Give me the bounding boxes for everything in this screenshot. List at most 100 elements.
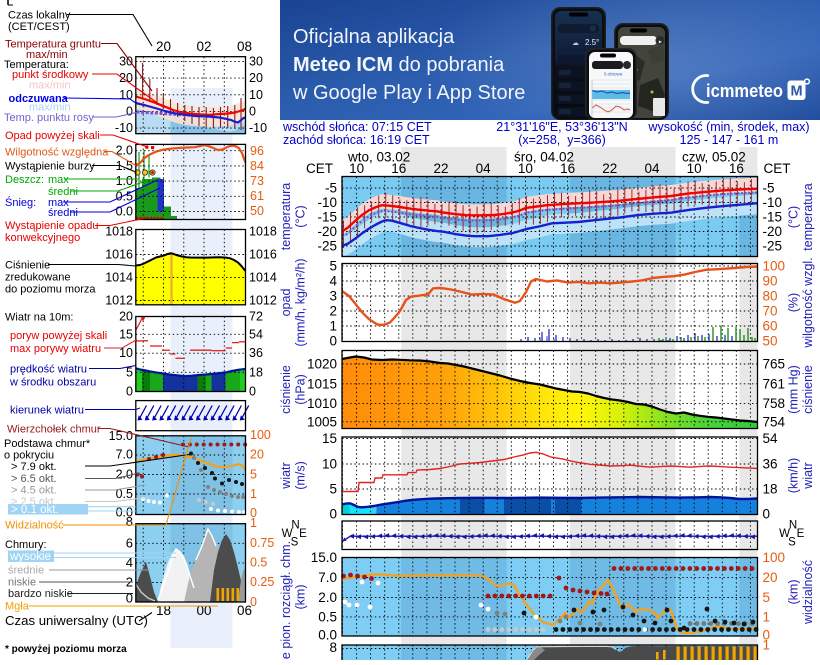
svg-text:0: 0: [126, 590, 133, 605]
svg-text:0.0: 0.0: [116, 205, 133, 219]
svg-text:0.75: 0.75: [250, 536, 274, 550]
svg-text:18: 18: [156, 603, 171, 618]
svg-text:średni: średni: [48, 186, 78, 198]
svg-text:Meteo ICM do pobrania: Meteo ICM do pobrania: [293, 54, 505, 76]
svg-text:5: 5: [329, 482, 337, 497]
svg-text:max/min: max/min: [29, 80, 71, 92]
svg-text:bardzo niskie: bardzo niskie: [8, 588, 73, 600]
svg-text:1018: 1018: [249, 225, 277, 239]
svg-text:10: 10: [249, 88, 263, 102]
svg-text:10: 10: [322, 457, 337, 472]
svg-text:Temperatura gruntu: Temperatura gruntu: [5, 39, 101, 51]
svg-text:100: 100: [763, 259, 786, 274]
svg-text:prędkość wiatru: prędkość wiatru: [10, 364, 87, 376]
svg-text:1: 1: [763, 609, 771, 624]
svg-text:15: 15: [119, 327, 133, 341]
svg-text:zachód słońca: 16:19 CET: zachód słońca: 16:19 CET: [283, 133, 430, 147]
svg-text:w Google Play i App Store: w Google Play i App Store: [292, 82, 525, 104]
svg-text:8: 8: [126, 514, 133, 529]
svg-text:E: E: [299, 528, 307, 540]
svg-text:60: 60: [763, 319, 778, 334]
svg-text:Temp. punktu rosy: Temp. punktu rosy: [4, 112, 94, 124]
svg-text:36: 36: [763, 457, 778, 472]
svg-text:max/min: max/min: [29, 102, 71, 114]
svg-text:☁: ☁: [572, 40, 579, 47]
svg-text:0: 0: [126, 385, 133, 399]
svg-text:➤: ➤: [658, 40, 662, 46]
svg-text:Wilgotność względna: Wilgotność względna: [5, 147, 109, 159]
svg-text:16: 16: [729, 161, 744, 176]
svg-text:CET: CET: [764, 161, 791, 176]
svg-text:e pion. rozciągł. chm.: e pion. rozciągł. chm.: [279, 541, 293, 659]
svg-text:06: 06: [237, 603, 252, 618]
svg-text:100: 100: [763, 550, 786, 565]
svg-text:0: 0: [763, 628, 771, 643]
svg-text:0.0: 0.0: [318, 628, 337, 643]
svg-text:30: 30: [119, 54, 133, 68]
svg-text:70: 70: [763, 304, 778, 319]
svg-text:0.5: 0.5: [116, 487, 133, 501]
svg-text:96: 96: [250, 144, 264, 158]
svg-text:22: 22: [602, 161, 617, 176]
svg-text:max porywy wiatru: max porywy wiatru: [10, 343, 101, 355]
svg-text:wiatr: wiatr: [279, 462, 293, 489]
svg-text:10: 10: [349, 161, 364, 176]
svg-text:02: 02: [196, 39, 211, 54]
svg-text:S: S: [291, 537, 299, 549]
svg-text:1: 1: [250, 487, 257, 501]
svg-text:Temperatura:: Temperatura:: [4, 59, 69, 71]
svg-text:-5: -5: [763, 181, 775, 196]
svg-text:50: 50: [250, 204, 264, 218]
svg-text:765: 765: [763, 357, 786, 372]
svg-text:średnie: średnie: [8, 565, 44, 577]
svg-text:61: 61: [250, 189, 264, 203]
svg-text:0: 0: [249, 385, 256, 399]
svg-text:1012: 1012: [249, 294, 277, 308]
svg-text:0.0: 0.0: [116, 506, 133, 520]
svg-text:Widzialność: Widzialność: [5, 520, 64, 532]
svg-text:czw, 05.02: czw, 05.02: [682, 150, 746, 165]
svg-text:do poziomu morza: do poziomu morza: [5, 284, 96, 296]
svg-text:(km/h): (km/h): [787, 458, 801, 493]
svg-text:-15: -15: [317, 210, 337, 225]
svg-text:125 - 147 - 161 m: 125 - 147 - 161 m: [680, 133, 779, 147]
svg-text:18: 18: [763, 482, 778, 497]
svg-text:W: W: [779, 528, 790, 540]
svg-text:Podstawa chmur*: Podstawa chmur*: [4, 438, 91, 450]
svg-text:N: N: [789, 520, 797, 532]
svg-text:* powyżej poziomu morza: * powyżej poziomu morza: [5, 644, 127, 655]
svg-text:max: max: [48, 197, 69, 209]
svg-text:-25: -25: [763, 239, 783, 254]
svg-text:(km): (km): [787, 580, 801, 605]
svg-text:1: 1: [329, 319, 337, 334]
svg-text:Wiatr na 10m:: Wiatr na 10m:: [5, 312, 73, 324]
svg-text:4: 4: [126, 555, 133, 570]
svg-text:max/min: max/min: [26, 49, 68, 61]
svg-text:36: 36: [249, 346, 263, 360]
svg-text:20: 20: [250, 448, 264, 462]
svg-text:Czas uniwersalny (UTC): Czas uniwersalny (UTC): [5, 613, 148, 628]
svg-text:54: 54: [249, 327, 263, 341]
svg-text:S: S: [788, 537, 796, 549]
svg-text:w środku obszaru: w środku obszaru: [9, 377, 96, 389]
svg-text:widzialność: widzialność: [801, 560, 815, 625]
svg-text:2: 2: [329, 304, 337, 319]
svg-text:M: M: [790, 84, 802, 100]
svg-text:o pokryciu: o pokryciu: [4, 450, 54, 462]
svg-text:21°31'16"E, 53°36'13"N: 21°31'16"E, 53°36'13"N: [496, 120, 627, 134]
svg-text:1.0: 1.0: [116, 174, 133, 188]
svg-text:1010: 1010: [307, 396, 337, 411]
svg-text:0.25: 0.25: [250, 575, 274, 589]
svg-text:> 0.1 okt.: > 0.1 okt.: [11, 504, 59, 516]
svg-text:wschód słońca: 07:15 CET: wschód słońca: 07:15 CET: [282, 120, 432, 134]
svg-text:0: 0: [329, 334, 337, 349]
svg-text:7.0: 7.0: [116, 448, 133, 462]
svg-text:-10: -10: [115, 121, 133, 135]
svg-text:100: 100: [250, 428, 271, 442]
svg-text:CET: CET: [306, 161, 333, 176]
svg-text:15.0: 15.0: [311, 550, 337, 565]
svg-text:-20: -20: [317, 224, 337, 239]
svg-text:1012: 1012: [105, 294, 133, 308]
svg-text:0: 0: [126, 104, 133, 118]
svg-text:6: 6: [126, 535, 133, 550]
